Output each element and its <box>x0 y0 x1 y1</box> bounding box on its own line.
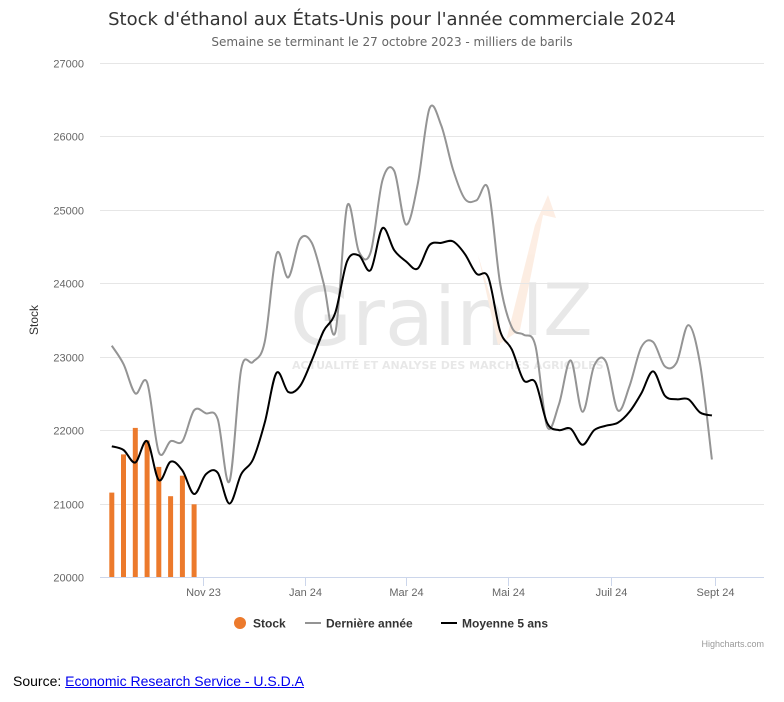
stock-columns <box>109 427 197 577</box>
legend-item-derniere-annee[interactable]: Dernière année <box>305 617 413 631</box>
x-tick-label: Juil 24 <box>596 587 628 599</box>
legend: Stock Dernière année Moyenne 5 ans <box>234 617 548 631</box>
x-tick-label: Sept 24 <box>697 587 735 599</box>
stock-bar[interactable] <box>109 492 115 577</box>
watermark-logo-mark <box>478 195 556 345</box>
source-link[interactable]: Economic Research Service - U.S.D.A <box>65 673 304 689</box>
stock-bar[interactable] <box>191 504 197 577</box>
grainwiz-watermark: Grain IZ ACTUALITÉ ET ANALYSE DES MARCHÉ… <box>290 195 604 372</box>
y-axis-tick-labels: 20000 21000 22000 23000 24000 25000 26000 27000 <box>53 59 84 585</box>
x-tick-label: Nov 23 <box>186 587 221 599</box>
watermark-logo-letters: IZ <box>522 268 593 352</box>
y-tick-label: 26000 <box>53 132 84 144</box>
y-axis-title: Stock <box>27 304 41 335</box>
watermark-tagline: ACTUALITÉ ET ANALYSE DES MARCHÉS AGRICOL… <box>292 359 604 372</box>
x-tick-label: Mai 24 <box>492 587 525 599</box>
source-line: Source: Economic Research Service - U.S.… <box>13 673 304 689</box>
watermark-text: Grain <box>290 271 507 364</box>
chart-background <box>0 0 784 665</box>
legend-label-moyenne-5-ans: Moyenne 5 ans <box>462 617 548 631</box>
chart: Stock d'éthanol aux États-Unis pour l'an… <box>0 0 784 665</box>
legend-item-stock[interactable]: Stock <box>234 617 286 631</box>
stock-bar[interactable] <box>168 496 174 577</box>
moyenne-5-ans-line[interactable] <box>111 226 713 505</box>
y-tick-label: 25000 <box>53 206 84 218</box>
stock-bar[interactable] <box>144 440 150 577</box>
x-axis-tick-labels: Nov 23 Jan 24 Mar 24 Mai 24 Juil 24 Sept 24 <box>186 577 734 599</box>
y-tick-label: 21000 <box>53 500 84 512</box>
legend-label-derniere-annee: Dernière année <box>326 617 413 631</box>
y-tick-label: 27000 <box>53 59 84 71</box>
y-gridlines <box>100 63 764 505</box>
chart-title: Stock d'éthanol aux États-Unis pour l'an… <box>108 8 676 30</box>
x-tick-label: Mar 24 <box>389 587 423 599</box>
stock-bar[interactable] <box>132 427 138 577</box>
y-tick-label: 22000 <box>53 426 84 438</box>
y-tick-label: 20000 <box>53 573 84 585</box>
y-tick-label: 24000 <box>53 279 84 291</box>
series-lines <box>110 104 713 505</box>
stock-bar[interactable] <box>156 466 162 577</box>
y-tick-label: 23000 <box>53 353 84 365</box>
stock-bar[interactable] <box>121 454 126 577</box>
source-prefix: Source: <box>13 673 66 689</box>
derniere-annee-line[interactable] <box>110 104 713 483</box>
highcharts-credits[interactable]: Highcharts.com <box>701 639 764 649</box>
x-tick-label: Jan 24 <box>289 587 322 599</box>
chart-subtitle: Semaine se terminant le 27 octobre 2023 … <box>211 35 572 49</box>
legend-label-stock: Stock <box>253 617 286 631</box>
stock-bar[interactable] <box>179 475 185 577</box>
legend-item-moyenne-5-ans[interactable]: Moyenne 5 ans <box>441 617 548 631</box>
legend-symbol-stock <box>234 617 246 629</box>
